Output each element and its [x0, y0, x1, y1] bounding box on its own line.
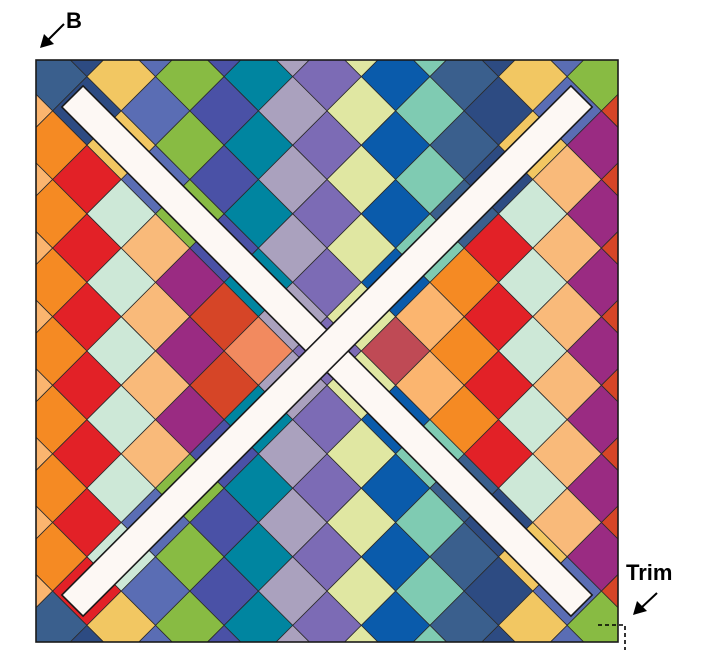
patchwork-square	[36, 230, 54, 266]
arrow-b-shaft	[46, 23, 65, 42]
patchwork-square	[292, 590, 362, 642]
arrow-trim-head-icon	[633, 601, 647, 615]
quilt-border	[35, 59, 619, 643]
arrow-trim-shaft	[640, 592, 658, 609]
patchwork-square	[429, 590, 500, 642]
trim-corner-dashed	[598, 624, 626, 650]
patchwork-square	[36, 590, 88, 642]
label-b: B	[66, 8, 82, 33]
label-trim: Trim	[626, 560, 672, 585]
patchwork-square	[36, 505, 54, 540]
patchwork-square	[360, 590, 431, 642]
patchwork-square	[481, 624, 516, 642]
patchwork-square	[549, 624, 585, 642]
patchwork-square	[154, 590, 225, 642]
patchwork-square	[344, 624, 379, 642]
patchwork-square	[223, 590, 294, 642]
patchwork-square	[36, 436, 54, 472]
patchwork-square	[138, 624, 173, 642]
patchwork-square	[600, 505, 618, 540]
patchwork-square	[86, 590, 157, 642]
patchwork-square	[36, 368, 54, 403]
patchwork-square	[36, 299, 54, 334]
patchwork-square	[600, 436, 618, 472]
patchwork-square	[275, 624, 310, 642]
patchwork-square	[600, 93, 618, 129]
patchwork-square	[36, 162, 54, 197]
patchwork-square	[497, 590, 568, 642]
arrow-b-head-icon	[40, 34, 54, 48]
patchwork-square	[566, 590, 618, 642]
patchwork-square	[206, 624, 242, 642]
patchwork-square	[600, 573, 618, 609]
patchwork-square	[36, 573, 54, 609]
patchwork-square	[36, 93, 54, 129]
patchwork-square	[412, 624, 448, 642]
patchwork-square	[600, 162, 618, 197]
label-trim-group: Trim	[626, 560, 672, 615]
label-b-group: B	[40, 8, 82, 48]
patchwork-square	[600, 299, 618, 334]
patchwork-square	[600, 230, 618, 266]
patchwork-square	[600, 368, 618, 403]
patchwork-square	[69, 624, 105, 642]
sashing-strip-bottom-left-to-top-right	[60, 84, 594, 618]
